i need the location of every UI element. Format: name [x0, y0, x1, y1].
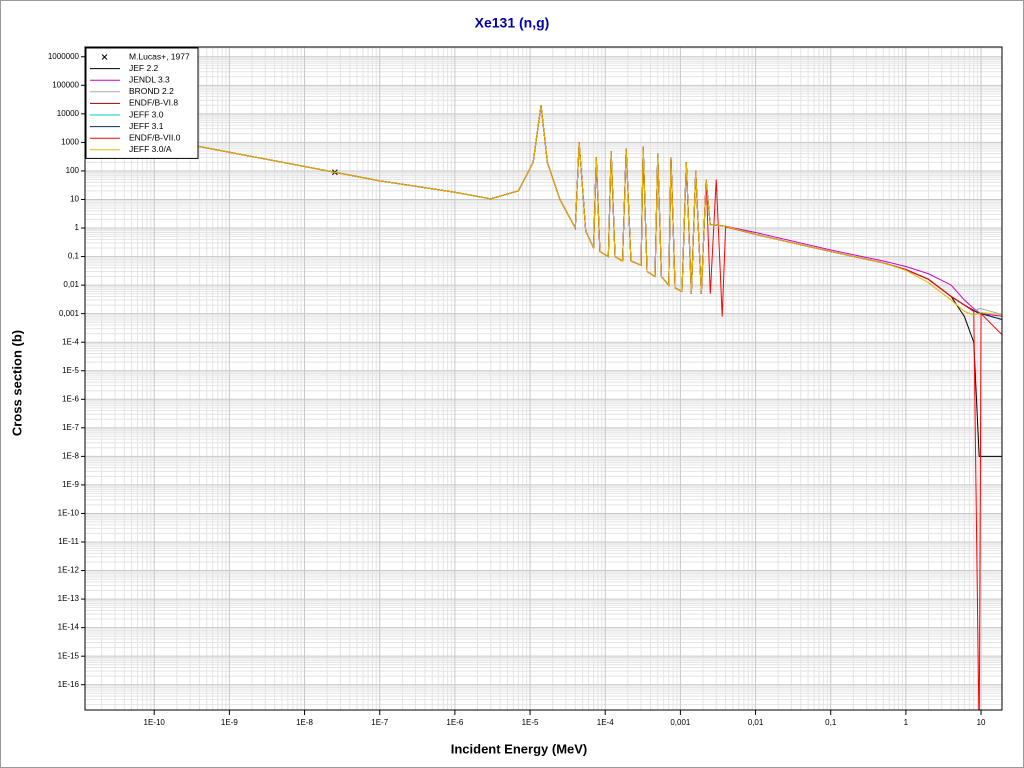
y-axis-label: Cross section (b): [9, 330, 24, 436]
y-tick-label: 1E-15: [58, 651, 80, 660]
y-tick-label: 1E-8: [62, 451, 79, 460]
legend-label: JENDL 3.3: [129, 74, 170, 84]
legend-label: JEFF 3.0: [129, 109, 164, 119]
legend-label: JEFF 3.1: [129, 121, 164, 131]
x-tick-label: 1E-8: [296, 718, 313, 727]
x-axis-label: Incident Energy (MeV): [451, 741, 588, 756]
chart-title: Xe131 (n,g): [475, 15, 550, 31]
y-tick-label: 0,1: [68, 252, 80, 261]
y-tick-label: 0,01: [63, 280, 79, 289]
legend-marker: [101, 54, 108, 60]
y-tick-label: 1E-14: [58, 623, 80, 632]
y-tick-label: 1E-6: [62, 394, 79, 403]
y-tick-label: 1000000: [48, 52, 80, 61]
legend-label: ENDF/B-VII.0: [129, 132, 181, 142]
y-tick-label: 1: [75, 223, 80, 232]
x-tick-label: 1: [904, 718, 909, 727]
legend-label: ENDF/B-VI.8: [129, 98, 178, 108]
x-tick-label: 1E-4: [597, 718, 614, 727]
x-tick-label: 1E-6: [446, 718, 463, 727]
legend-label: M.Lucas+, 1977: [129, 51, 190, 61]
legend-label: BROND 2.2: [129, 86, 174, 96]
x-tick-label: 1E-9: [221, 718, 238, 727]
y-tick-label: 1E-9: [62, 480, 79, 489]
x-tick-label: 1E-5: [522, 718, 539, 727]
x-tick-label: 0,001: [670, 718, 691, 727]
y-tick-label: 1E-4: [62, 337, 79, 346]
y-tick-label: 10: [70, 195, 79, 204]
x-tick-label: 0,01: [748, 718, 764, 727]
y-tick-label: 100: [66, 166, 80, 175]
x-tick-label: 0,1: [825, 718, 837, 727]
y-tick-label: 0,001: [59, 309, 80, 318]
legend-label: JEF 2.2: [129, 63, 159, 73]
plot-border: [84, 46, 1003, 711]
y-tick-label: 1000: [61, 138, 79, 147]
y-tick-label: 1E-16: [58, 680, 80, 689]
y-tick-label: 1E-5: [62, 366, 79, 375]
x-tick-label: 1E-10: [144, 718, 166, 727]
y-tick-label: 1E-7: [62, 423, 79, 432]
y-tick-label: 1E-13: [58, 594, 80, 603]
y-tick-label: 1E-12: [58, 566, 80, 575]
legend-label: JEFF 3.0/A: [129, 144, 172, 154]
y-tick-label: 1E-11: [58, 537, 79, 546]
y-tick-label: 1E-10: [58, 509, 80, 518]
x-tick-label: 1E-7: [371, 718, 388, 727]
x-tick-label: 10: [977, 718, 986, 727]
data-line: [85, 105, 1002, 316]
y-tick-label: 10000: [57, 109, 80, 118]
y-tick-label: 100000: [52, 80, 79, 89]
